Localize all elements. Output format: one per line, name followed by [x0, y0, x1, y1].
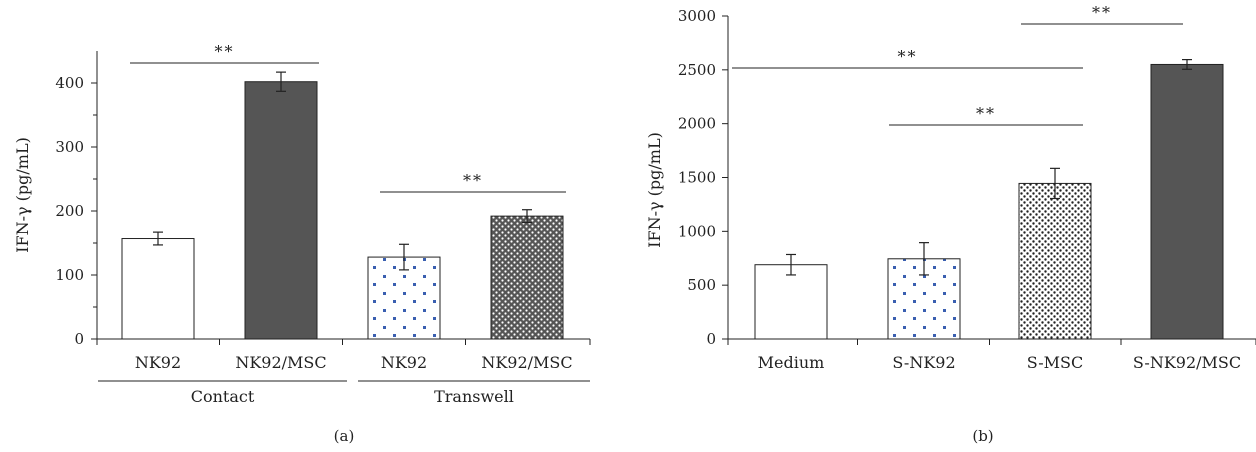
chart-b-significance-label: ** [898, 47, 918, 66]
chart-a-category-label: NK92 [135, 353, 181, 372]
chart-panel-b: ** ** ** 0 500 1000 1500 2000 2500 3000 Medium S-… [645, 3, 1256, 445]
chart-a-y-tick-label: 300 [55, 138, 84, 156]
chart-a-significance-1: ** [130, 42, 319, 64]
chart-b-error-bar-2 [919, 242, 929, 276]
chart-a-group-label: Transwell [434, 387, 514, 406]
chart-b-y-tick-label: 1000 [678, 222, 716, 240]
chart-a-category-label: NK92 [381, 353, 427, 372]
chart-b-significance: ** ** ** [732, 3, 1183, 126]
chart-b-significance-3: ** [889, 104, 1083, 126]
chart-b-significance-2: ** [732, 47, 1083, 69]
chart-b-y-tick-label: 2500 [678, 61, 716, 79]
chart-a-bars [121, 81, 564, 340]
chart-a-significance-label: ** [463, 171, 483, 190]
chart-a-category-label: NK92/MSC [235, 353, 326, 372]
chart-a-error-bar-4 [522, 209, 532, 224]
chart-a-y-tick-label: 0 [74, 330, 84, 348]
chart-b-significance-1: ** [1021, 3, 1183, 25]
chart-b-category-label: S-NK92 [892, 353, 955, 372]
chart-a-error-bars [153, 71, 532, 271]
chart-a-significance: ** ** [130, 42, 566, 193]
chart-b-y-tick-label: 0 [706, 330, 716, 348]
chart-b-bars [754, 63, 1224, 340]
chart-a-bar-1 [121, 238, 195, 340]
chart-a-significance-label: ** [215, 42, 235, 61]
chart-panel-a: ** ** 0 100 200 300 400 NK92 NK92/MSC NK92 NK92/… [13, 42, 591, 445]
chart-b-panel-label: (b) [972, 427, 993, 445]
chart-b-y-axis-label: IFN-γ (pg/mL) [645, 132, 664, 248]
chart-a-panel-label: (a) [334, 427, 355, 445]
chart-b-error-bar-4 [1182, 59, 1192, 70]
chart-a-error-bar-1 [153, 231, 163, 246]
chart-a-error-bar-2 [276, 71, 286, 92]
chart-b-y-tick-label: 500 [687, 276, 716, 294]
chart-b-y-tick-label: 2000 [678, 115, 716, 133]
chart-a-group-label: Contact [191, 387, 255, 406]
chart-b-error-bar-3 [1050, 167, 1060, 200]
chart-b-category-label: Medium [758, 353, 825, 372]
chart-a-category-label: NK92/MSC [481, 353, 572, 372]
chart-a-y-tick-label: 100 [55, 266, 84, 284]
chart-b-error-bar-1 [786, 253, 796, 276]
chart-a-category-labels: NK92 NK92/MSC NK92 NK92/MSC [135, 353, 573, 372]
chart-b-category-labels: Medium S-NK92 S-MSC S-NK92/MSC [758, 353, 1241, 372]
chart-a-significance-2: ** [380, 171, 566, 193]
chart-b-error-bars [786, 59, 1192, 276]
chart-a-group-labels: Contact Transwell [98, 380, 590, 406]
chart-b-tick-labels: 0 500 1000 1500 2000 2500 3000 [678, 7, 716, 348]
chart-a-error-bar-3 [399, 243, 409, 271]
chart-b-y-tick-label: 1500 [678, 169, 716, 187]
chart-b-significance-label: ** [1092, 3, 1112, 22]
chart-a-tick-labels: 0 100 200 300 400 [55, 74, 84, 348]
chart-a-bar-4 [490, 215, 564, 340]
chart-a-bar-3 [367, 256, 441, 340]
chart-a-y-axis-label: IFN-γ (pg/mL) [13, 137, 32, 253]
chart-b-category-label: S-MSC [1027, 353, 1084, 372]
chart-b-category-label: S-NK92/MSC [1133, 353, 1241, 372]
chart-a-bar-2 [244, 81, 318, 340]
chart-b-y-tick-label: 3000 [678, 7, 716, 25]
chart-a-y-tick-label: 400 [55, 74, 84, 92]
chart-b-bar-1 [754, 264, 828, 340]
chart-b-bar-4 [1150, 63, 1224, 340]
chart-a-y-tick-label: 200 [55, 202, 84, 220]
chart-b-significance-label: ** [976, 104, 996, 123]
chart-b-bar-3 [1018, 182, 1092, 340]
